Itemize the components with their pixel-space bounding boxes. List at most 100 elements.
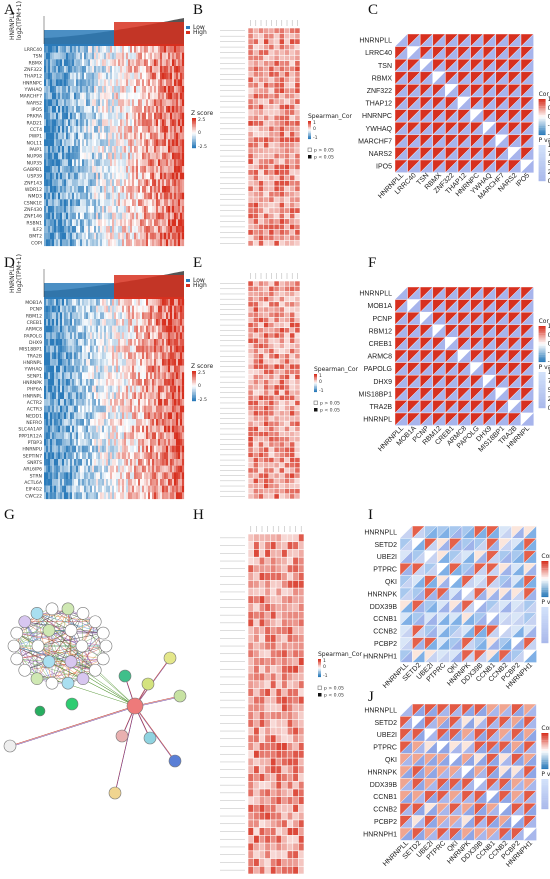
heatmap-cell bbox=[156, 179, 159, 187]
cor-colorbar-segment bbox=[538, 131, 546, 134]
spearman-cell bbox=[279, 50, 285, 55]
heatmap-cell bbox=[110, 219, 113, 227]
heatmap-cell bbox=[104, 325, 107, 333]
heatmap-cell bbox=[72, 46, 75, 53]
heatmap-cell bbox=[104, 232, 107, 240]
heatmap-cell bbox=[64, 472, 67, 480]
heatmap-cell bbox=[142, 79, 145, 87]
heatmap-cell bbox=[144, 212, 147, 220]
heatmap-cell bbox=[58, 385, 61, 393]
heatmap-cell bbox=[92, 412, 95, 420]
heatmap-cell bbox=[80, 226, 83, 233]
heatmap-cell bbox=[90, 305, 93, 313]
heatmap-cell bbox=[76, 445, 79, 453]
heatmap-cell bbox=[156, 359, 159, 366]
heatmap-cell bbox=[80, 325, 83, 333]
heatmap-cell bbox=[166, 399, 169, 406]
heatmap-cell bbox=[62, 352, 65, 360]
zscore-colorbar-segment bbox=[192, 127, 196, 129]
heatmap-cell bbox=[120, 179, 123, 187]
spearman-cell bbox=[274, 61, 279, 66]
heatmap-cell bbox=[162, 66, 165, 73]
heatmap-cell bbox=[172, 59, 175, 67]
heatmap-cell bbox=[156, 432, 159, 440]
heatmap-cell bbox=[54, 72, 57, 80]
gene-label: PRKRA bbox=[27, 114, 43, 120]
heatmap-cell bbox=[50, 392, 53, 400]
heatmap-cell bbox=[138, 139, 141, 147]
heatmap-cell bbox=[106, 485, 109, 493]
heatmap-cell bbox=[146, 232, 149, 240]
heatmap-cell bbox=[178, 192, 181, 200]
pval-key-ns: p > 0.05 bbox=[314, 147, 334, 153]
heatmap-cell bbox=[150, 86, 153, 93]
heatmap-cell bbox=[168, 219, 171, 227]
heatmap-cell bbox=[124, 112, 127, 120]
heatmap-cell bbox=[94, 372, 97, 380]
heatmap-cell bbox=[162, 352, 165, 360]
heatmap-cell bbox=[136, 365, 139, 373]
heatmap-cell bbox=[54, 465, 57, 473]
heatmap-cell bbox=[122, 399, 125, 406]
heatmap-cell bbox=[60, 112, 63, 120]
heatmap-cell bbox=[150, 52, 153, 60]
spearman-cell bbox=[258, 82, 264, 88]
heatmap-cell bbox=[60, 412, 63, 420]
heatmap-cell bbox=[116, 432, 119, 440]
heatmap-cell bbox=[138, 232, 141, 240]
spearman-cell bbox=[253, 235, 259, 241]
heatmap-cell bbox=[94, 445, 97, 453]
heatmap-cell bbox=[86, 359, 89, 366]
spearman-cell bbox=[269, 180, 274, 186]
heatmap-cell bbox=[104, 172, 107, 180]
heatmap-cell bbox=[160, 112, 163, 120]
heatmap-cell bbox=[132, 339, 135, 346]
heatmap-cell bbox=[56, 405, 59, 413]
heatmap-cell bbox=[94, 172, 97, 180]
heatmap-cell bbox=[142, 325, 145, 333]
heatmap-cell bbox=[138, 379, 141, 386]
heatmap-cell bbox=[76, 405, 79, 413]
heatmap-cell bbox=[122, 66, 125, 73]
heatmap-cell bbox=[102, 332, 105, 340]
heatmap-cell bbox=[138, 212, 141, 220]
heatmap-cell bbox=[112, 372, 115, 380]
heatmap-cell bbox=[54, 372, 57, 380]
heatmap-cell bbox=[150, 119, 153, 127]
heatmap-cell bbox=[132, 206, 135, 213]
heatmap-cell bbox=[174, 212, 177, 220]
heatmap-cell bbox=[62, 399, 65, 406]
heatmap-cell bbox=[44, 479, 47, 486]
heatmap-cell bbox=[182, 66, 185, 73]
heatmap-cell bbox=[48, 405, 51, 413]
heatmap-cell bbox=[74, 459, 77, 466]
heatmap-cell bbox=[62, 312, 65, 320]
heatmap-cell bbox=[48, 452, 51, 460]
heatmap-cell bbox=[62, 232, 65, 240]
spearman-cell bbox=[295, 224, 300, 230]
heatmap-cell bbox=[88, 46, 91, 53]
heatmap-cell bbox=[106, 192, 109, 200]
heatmap-cell bbox=[104, 412, 107, 420]
heatmap-cell bbox=[86, 86, 89, 93]
heatmap-cell bbox=[106, 299, 109, 306]
heatmap-cell bbox=[88, 239, 91, 247]
spearman-cell bbox=[289, 82, 295, 88]
heatmap-cell bbox=[70, 66, 73, 73]
heatmap-cell bbox=[146, 439, 149, 446]
heatmap-cell bbox=[104, 359, 107, 366]
heatmap-cell bbox=[156, 345, 159, 353]
heatmap-cell bbox=[178, 139, 181, 147]
cor-colorbar-segment bbox=[538, 99, 546, 101]
heatmap-cell bbox=[142, 126, 145, 133]
panel-a: HNRNPLL log2(TPM+1) LRRC40 TSN RBMX ZNF322 THA… bbox=[0, 0, 190, 252]
heatmap-cell bbox=[166, 352, 169, 360]
heatmap-cell bbox=[98, 332, 101, 340]
heatmap-cell bbox=[62, 86, 65, 93]
heatmap-cell bbox=[44, 332, 47, 340]
heatmap-cell bbox=[156, 212, 159, 220]
spearman-cell bbox=[295, 99, 300, 104]
heatmap-cell bbox=[92, 299, 95, 306]
heatmap-cell bbox=[180, 192, 183, 200]
heatmap-cell bbox=[52, 405, 55, 413]
